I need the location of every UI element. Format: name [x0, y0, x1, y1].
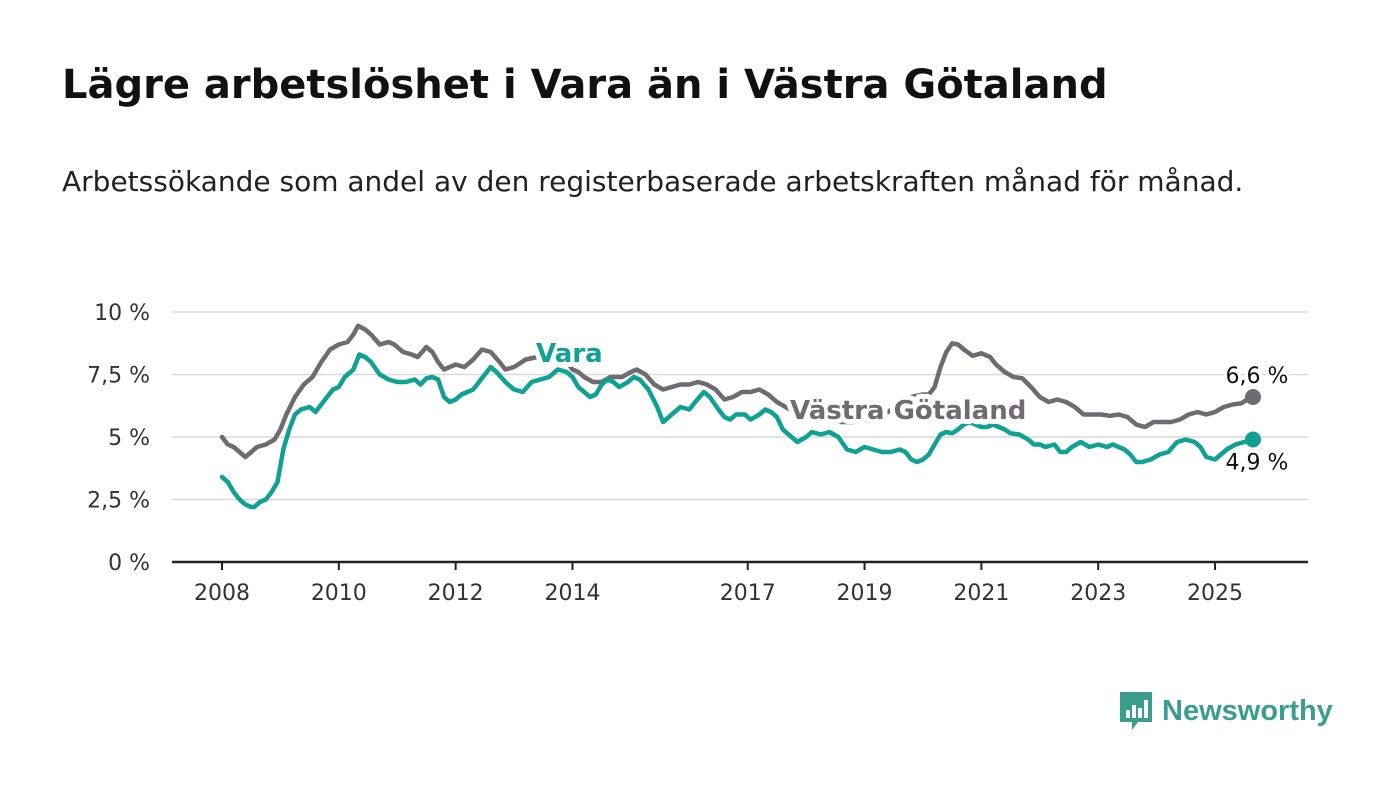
end-value-label: 4,9 %: [1226, 451, 1289, 476]
x-tick-label: 2012: [428, 581, 484, 606]
newsworthy-logo: Newsworthy: [1118, 690, 1333, 732]
y-tick-label: 2,5 %: [87, 489, 150, 514]
x-tick-label: 2021: [953, 581, 1009, 606]
end-point-marker: [1245, 389, 1261, 405]
series-label: Västra Götaland: [790, 396, 1026, 426]
x-tick-label: 2008: [194, 581, 250, 606]
brand-name: Newsworthy: [1162, 694, 1333, 727]
x-tick-label: 2019: [837, 581, 893, 606]
series-line-v-stra-g-taland: [219, 323, 1256, 460]
y-tick-label: 10 %: [94, 301, 150, 326]
chart-title: Lägre arbetslöshet i Vara än i Västra Gö…: [62, 62, 1108, 108]
y-tick-label: 5 %: [108, 426, 150, 451]
series-line-vara: [219, 352, 1256, 510]
x-tick-label: 2017: [720, 581, 776, 606]
chart-subtitle: Arbetssökande som andel av den registerb…: [62, 165, 1244, 198]
end-point-marker: [1245, 431, 1261, 448]
x-tick-label: 2023: [1070, 581, 1126, 606]
series-label: Vara: [536, 339, 603, 369]
end-value-label: 6,6 %: [1226, 364, 1289, 389]
bar-chart-speech-bubble-icon: [1120, 692, 1152, 730]
y-tick-label: 7,5 %: [87, 364, 150, 389]
x-tick-label: 2025: [1187, 581, 1243, 606]
y-tick-label: 0 %: [108, 551, 150, 576]
x-tick-label: 2014: [544, 581, 600, 606]
x-tick-label: 2010: [311, 581, 367, 606]
